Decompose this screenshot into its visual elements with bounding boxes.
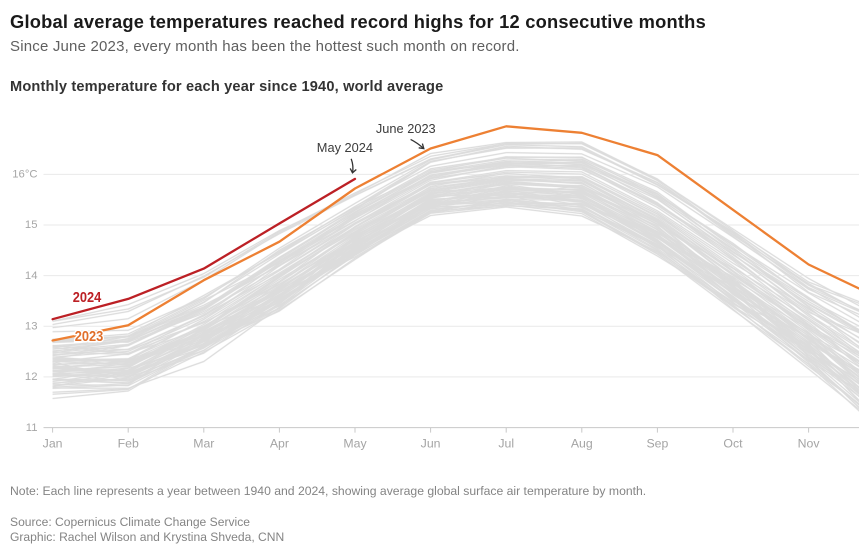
svg-text:Oct: Oct [723, 437, 743, 451]
svg-text:Feb: Feb [118, 437, 139, 451]
svg-text:Apr: Apr [270, 437, 289, 451]
svg-text:16°C: 16°C [12, 169, 37, 181]
svg-text:2023: 2023 [75, 328, 104, 345]
svg-text:Aug: Aug [571, 437, 593, 451]
svg-text:Nov: Nov [798, 437, 821, 451]
svg-text:15: 15 [25, 219, 38, 231]
svg-text:May 2024: May 2024 [317, 140, 373, 155]
svg-text:Jun: Jun [421, 437, 441, 451]
svg-text:Mar: Mar [193, 437, 214, 451]
svg-text:Jul: Jul [498, 437, 514, 451]
svg-text:13: 13 [25, 321, 38, 333]
svg-text:Jan: Jan [43, 437, 63, 451]
svg-text:12: 12 [25, 371, 38, 383]
svg-text:14: 14 [25, 270, 38, 282]
svg-text:11: 11 [26, 422, 38, 434]
svg-text:Sep: Sep [646, 437, 668, 451]
svg-text:2024: 2024 [73, 289, 102, 306]
svg-text:June 2023: June 2023 [376, 121, 436, 136]
svg-text:May: May [343, 437, 367, 451]
